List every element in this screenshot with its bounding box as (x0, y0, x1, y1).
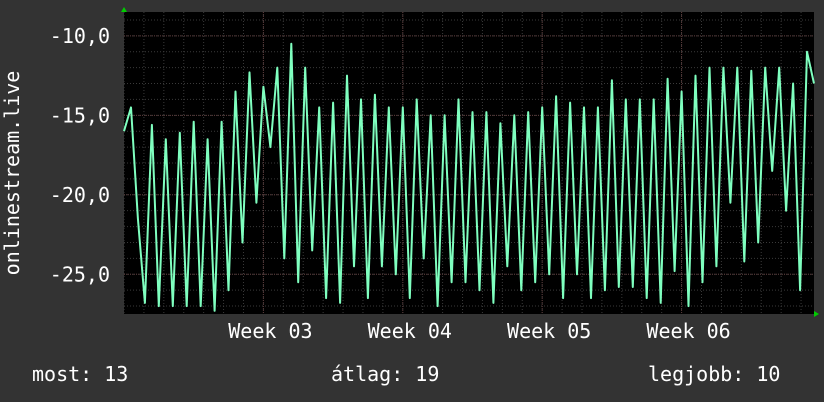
current-stat: most: 13 (32, 362, 128, 386)
y-axis-ticks: -10,0 -15,0 -20,0 -25,0 (50, 24, 110, 286)
axis-arrows (121, 7, 819, 317)
current-stat-text: most: 13 (32, 362, 129, 386)
best-stat-text: legjobb: 10 (648, 362, 781, 386)
x-axis-arrow (814, 311, 819, 317)
average-stat-text: átlag: 19 (331, 362, 440, 386)
best-stat: legjobb: 10 (648, 362, 780, 386)
y-tick-label: -15,0 (50, 103, 110, 127)
x-tick-label: Week 06 (646, 319, 730, 343)
y-tick-label: -20,0 (50, 183, 110, 207)
y-axis-arrow (121, 7, 127, 12)
average-stat: átlag: 19 (331, 362, 439, 386)
y-axis-label: onlinestream.live (0, 71, 24, 276)
x-tick-label: Week 04 (368, 319, 452, 343)
series-line (123, 42, 815, 312)
x-tick-label: Week 05 (507, 319, 591, 343)
x-axis-ticks: Week 03 Week 04 Week 05 Week 06 (228, 319, 730, 343)
y-tick-label: -25,0 (50, 262, 110, 286)
y-tick-label: -10,0 (50, 24, 110, 48)
x-tick-label: Week 03 (228, 319, 312, 343)
